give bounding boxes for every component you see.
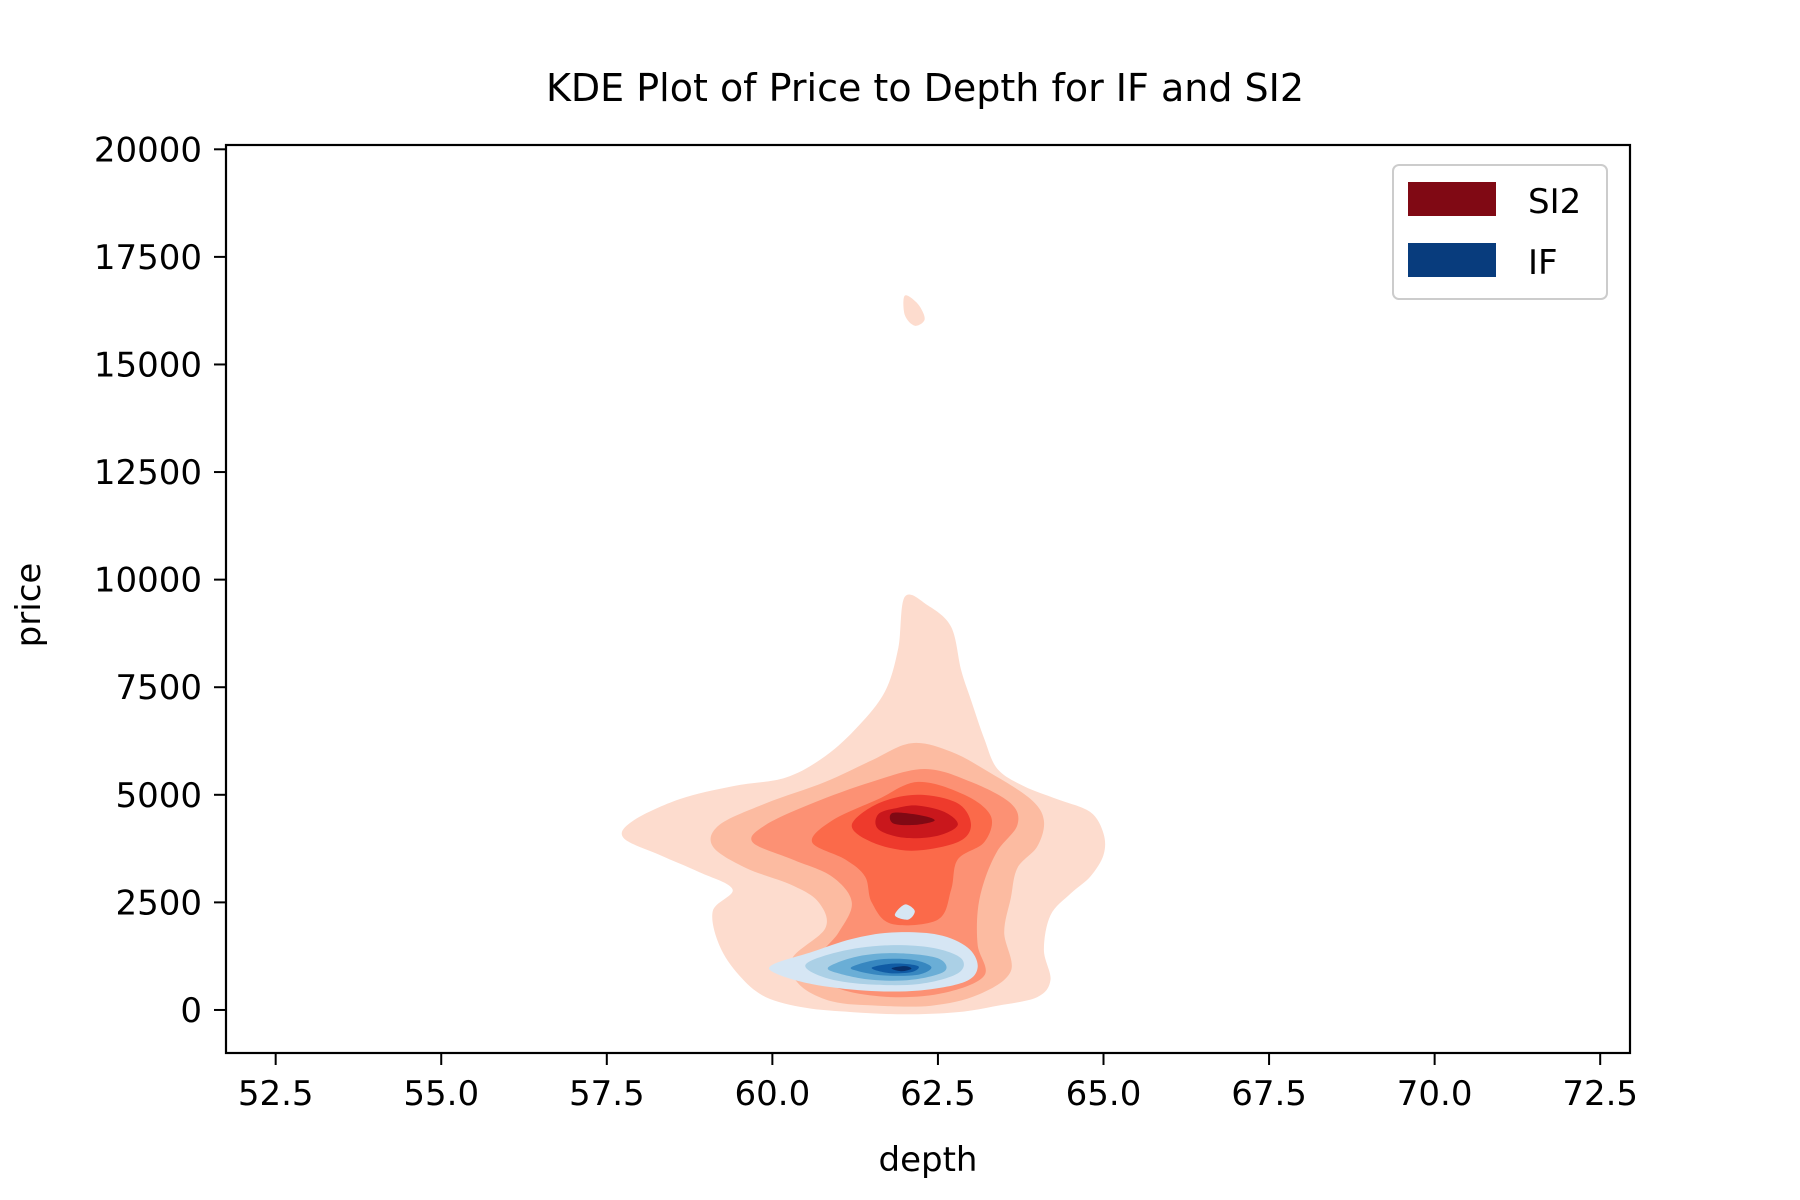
x-tick-label: 65.0 [1066,1074,1142,1114]
x-axis-ticks: 52.5 55.0 57.5 60.0 62.5 65.0 67.5 70.0 72.5 [238,1053,1638,1114]
legend-swatch-si2 [1408,182,1496,216]
y-tick-label: 7500 [115,668,202,708]
y-tick-label: 0 [180,991,202,1031]
y-tick-label: 20000 [94,130,202,170]
y-tick-label: 17500 [94,238,202,278]
x-tick-label: 62.5 [900,1074,976,1114]
chart-title: KDE Plot of Price to Depth for IF and SI… [546,66,1304,110]
legend-label-if: IF [1528,243,1558,283]
x-axis-label: depth [879,1140,978,1180]
y-tick-label: 12500 [94,453,202,493]
legend-label-si2: SI2 [1528,182,1581,222]
x-tick-label: 72.5 [1562,1074,1638,1114]
if-contour-level-6 [891,966,912,972]
y-tick-label: 15000 [94,345,202,385]
si2-contour-level-7 [889,812,935,826]
y-axis-ticks: 0 2500 5000 7500 10000 12500 15000 17500 20000 [94,130,226,1031]
series-si2 [621,295,1106,1015]
if-contour-level-1 [894,904,915,920]
legend: SI2 IF [1392,164,1608,300]
y-tick-label: 5000 [115,776,202,816]
si2-contour-level-1 [903,295,925,326]
x-tick-label: 57.5 [569,1074,645,1114]
y-tick-label: 2500 [115,883,202,923]
x-tick-label: 52.5 [238,1074,314,1114]
x-tick-label: 70.0 [1397,1074,1473,1114]
y-axis-label: price [9,563,49,648]
plot-frame [224,143,1632,1055]
y-tick-label: 10000 [94,561,202,601]
legend-swatch-if [1408,243,1496,277]
series-if [769,904,978,992]
plot-contours [621,295,1106,1015]
x-tick-label: 55.0 [403,1074,479,1114]
x-tick-label: 67.5 [1231,1074,1307,1114]
x-tick-label: 60.0 [735,1074,811,1114]
